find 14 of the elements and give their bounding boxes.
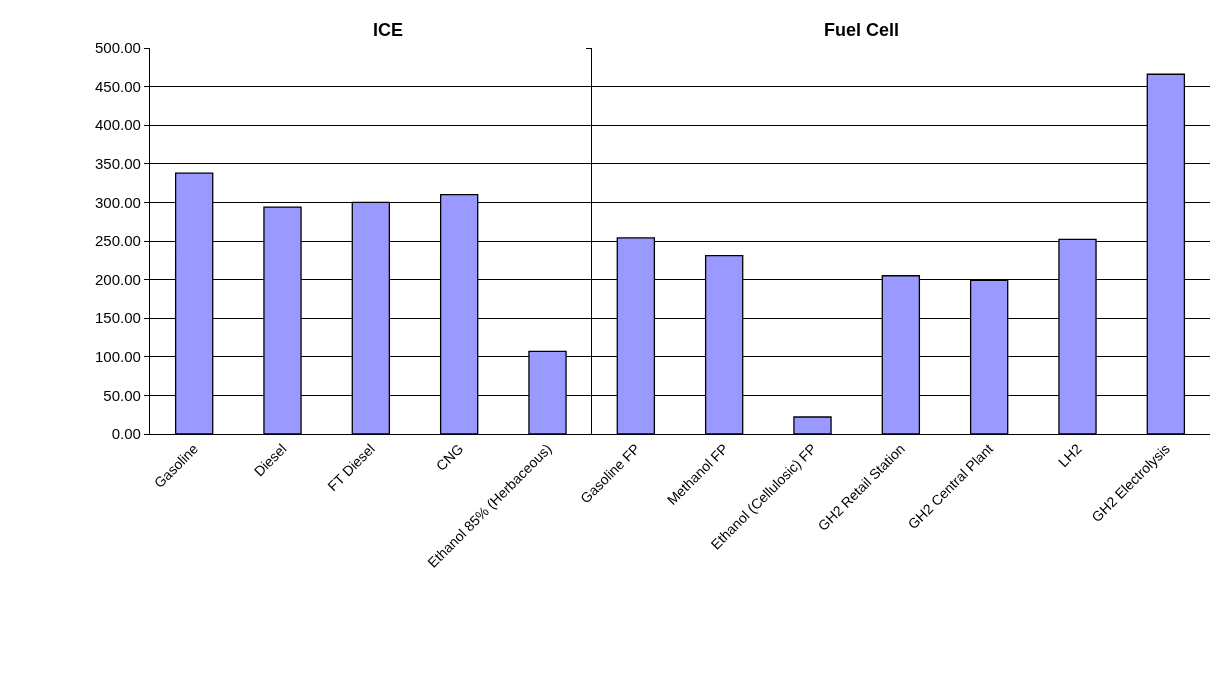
y-tick-label: 0.00 [111,425,141,443]
y-tick-label: 400.00 [94,116,141,134]
y-tick-label: 100.00 [94,348,141,366]
y-tick-label: 350.00 [94,155,141,173]
y-tick-label: 300.00 [94,193,141,211]
y-tick-label: 450.00 [94,77,141,95]
chart-title: Fuel Cell [824,20,900,40]
y-tick-label: 500.00 [94,39,141,57]
x-tick-label: LH2 [1055,440,1085,471]
y-tick-label: 250.00 [94,232,141,250]
y-tick-label: 150.00 [94,309,141,327]
y-tick-label: 200.00 [94,270,141,288]
y-tick-label: 50.00 [103,386,141,404]
chart-title: ICE [373,20,404,40]
